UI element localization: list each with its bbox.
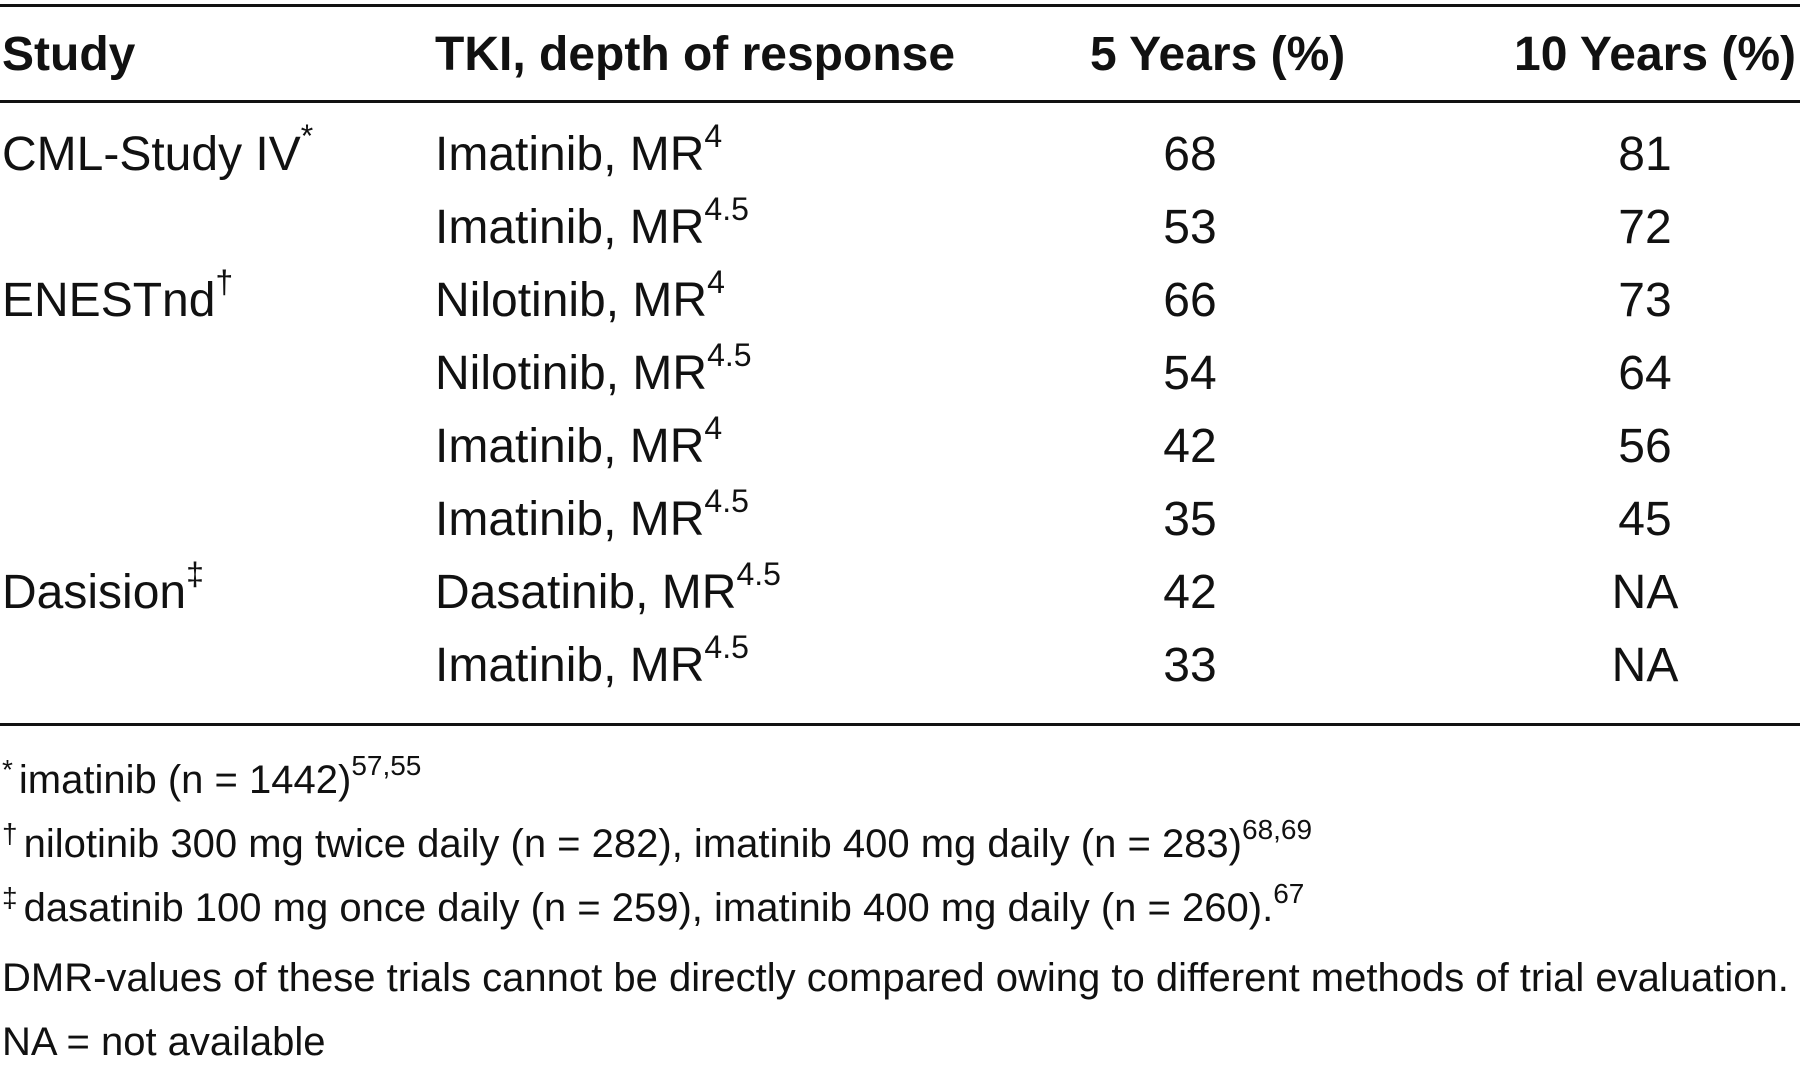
tki-cell: Nilotinib, MR4 (435, 264, 725, 327)
five-year-cell: 33 (1163, 639, 1217, 692)
header-study: Study (2, 28, 136, 81)
ten-year-cell: 56 (1618, 420, 1672, 473)
five-year-cell: 68 (1163, 128, 1217, 181)
footnote: † nilotinib 300 mg twice daily (n = 282),… (2, 813, 1313, 866)
table-top-rule (0, 4, 1800, 7)
header-tki: TKI, depth of response (435, 28, 956, 81)
table-row: Imatinib, MR4.5 33 NA (0, 629, 1800, 702)
study-cell: ENESTnd† (2, 264, 234, 327)
tki-cell: Imatinib, MR4 (435, 118, 723, 181)
footnote: DMR-values of these trials cannot be dir… (2, 956, 1789, 1000)
tki-cell: Imatinib, MR4.5 (435, 629, 749, 692)
footnote: NA = not available (2, 1020, 326, 1064)
five-year-cell: 42 (1163, 566, 1217, 619)
ten-year-cell: 73 (1618, 274, 1672, 327)
tki-cell: Imatinib, MR4.5 (435, 191, 749, 254)
footnote: ‡ dasatinib 100 mg once daily (n = 259), … (2, 877, 1305, 930)
ten-year-cell: 64 (1618, 347, 1672, 400)
study-cell: CML-Study IV* (2, 118, 314, 181)
ten-year-cell: NA (1611, 566, 1679, 619)
ten-year-cell: NA (1611, 639, 1679, 692)
table-row: Dasision‡ Dasatinib, MR4.5 42 NA (0, 556, 1800, 629)
five-year-cell: 54 (1163, 347, 1217, 400)
ten-year-cell: 45 (1618, 493, 1672, 546)
tki-cell: Imatinib, MR4.5 (435, 483, 749, 546)
table-row: Imatinib, MR4.5 53 72 (0, 191, 1800, 264)
five-year-cell: 42 (1163, 420, 1217, 473)
table-row: Imatinib, MR4.5 35 45 (0, 483, 1800, 556)
table-bottom-rule (0, 723, 1800, 726)
table-row: ENESTnd† Nilotinib, MR4 66 73 (0, 264, 1800, 337)
footnote: * imatinib (n = 1442)57,55 (2, 749, 422, 802)
study-cell: Dasision‡ (2, 556, 204, 619)
header-10-years: 10 Years (%) (1514, 28, 1796, 81)
tki-cell: Imatinib, MR4 (435, 410, 723, 473)
five-year-cell: 35 (1163, 493, 1217, 546)
five-year-cell: 66 (1163, 274, 1217, 327)
table-row: Imatinib, MR4 42 56 (0, 410, 1800, 483)
table-row: Nilotinib, MR4.5 54 64 (0, 337, 1800, 410)
ten-year-cell: 81 (1618, 128, 1672, 181)
table-header-rule (0, 100, 1800, 103)
tki-cell: Dasatinib, MR4.5 (435, 556, 781, 619)
header-5-years: 5 Years (%) (1090, 28, 1346, 81)
table-row: CML-Study IV* Imatinib, MR4 68 81 (0, 118, 1800, 191)
tki-cell: Nilotinib, MR4.5 (435, 337, 752, 400)
ten-year-cell: 72 (1618, 201, 1672, 254)
five-year-cell: 53 (1163, 201, 1217, 254)
